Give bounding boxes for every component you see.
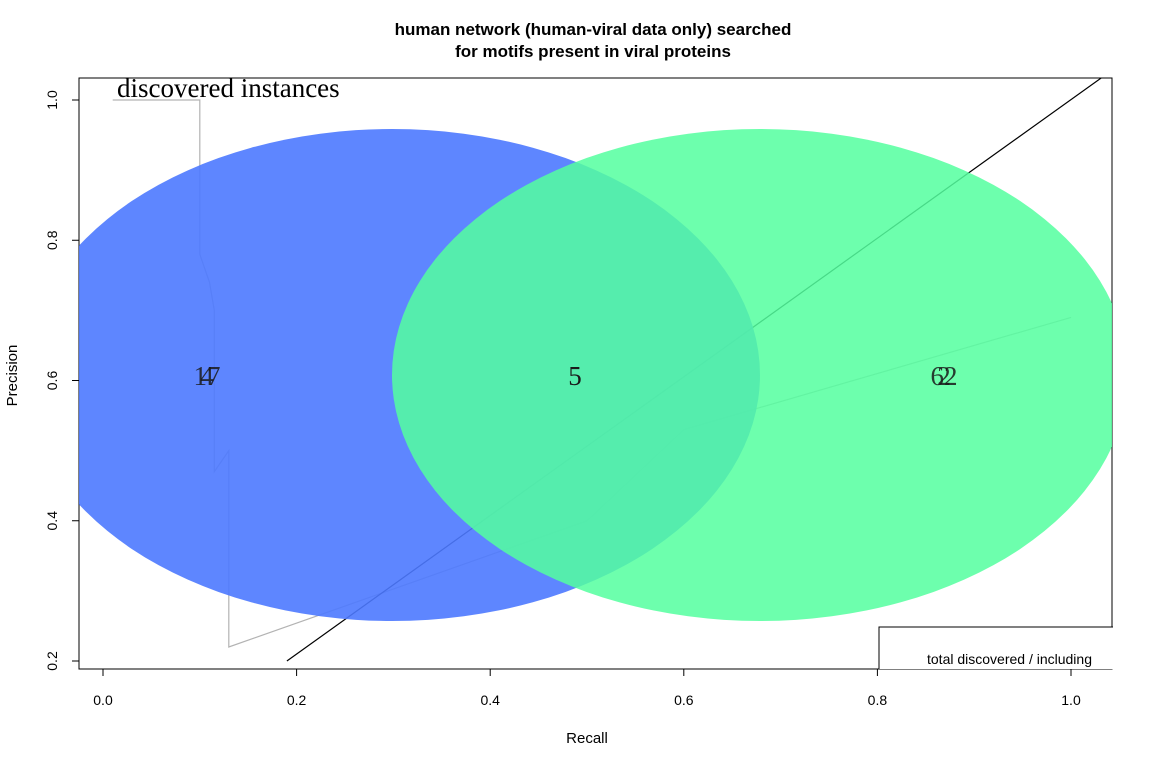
- x-tick-label: 0.8: [868, 692, 888, 708]
- y-tick-label: 0.6: [44, 371, 60, 391]
- venn-right-ellipse: [392, 129, 1112, 621]
- venn-right-value: 2: [937, 361, 951, 391]
- overlay-text: discovered instances: [117, 73, 340, 103]
- legend: total discovered / including: [878, 626, 1113, 669]
- y-tick-label: 0.2: [44, 651, 60, 671]
- venn-overlap-value: 5: [568, 361, 582, 391]
- overlay-layer: discovered instances: [117, 73, 340, 103]
- venn-right-value: 62: [931, 361, 958, 391]
- legend-box: [878, 626, 1113, 669]
- title-line: for motifs present in viral proteins: [455, 42, 731, 61]
- x-axis-label: Recall: [566, 730, 608, 747]
- x-tick-label: 0.4: [480, 692, 500, 708]
- title-line: human network (human-viral data only) se…: [395, 20, 792, 39]
- y-tick-label: 1.0: [44, 90, 60, 110]
- y-axis-label: Precision: [4, 345, 21, 407]
- x-tick-label: 0.2: [287, 692, 307, 708]
- y-tick-label: 0.4: [44, 511, 60, 531]
- x-tick-label: 1.0: [1061, 692, 1081, 708]
- y-tick-label: 0.8: [44, 230, 60, 250]
- x-tick-label: 0.0: [93, 692, 113, 708]
- venn-left-value: 4: [200, 361, 214, 391]
- chart-title: human network (human-viral data only) se…: [395, 20, 792, 61]
- venn-diagram: 174 5 622: [79, 129, 1112, 621]
- legend-text: total discovered / including: [927, 651, 1092, 667]
- venn-left-value: 17: [194, 361, 221, 391]
- x-tick-label: 0.6: [674, 692, 694, 708]
